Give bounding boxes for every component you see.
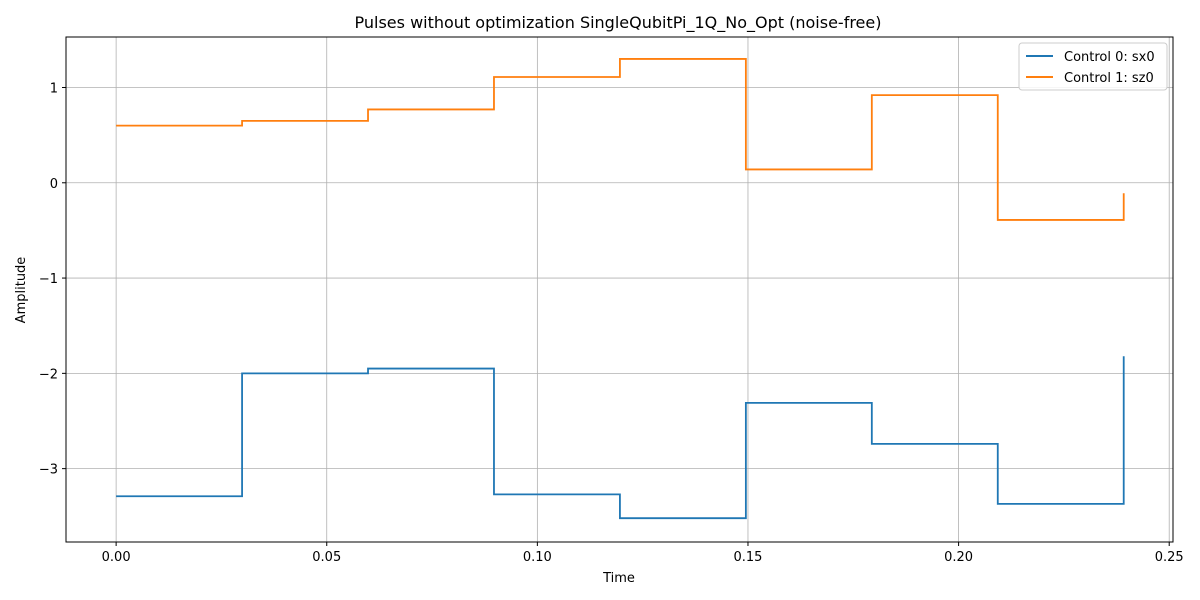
x-tick-label: 0.00 [102, 550, 131, 565]
y-tick-label: 0 [50, 177, 58, 192]
series-line-sx0 [116, 356, 1125, 520]
plot-frame [65, 36, 1174, 543]
axis-ticks: 0.00 0.05 0.10 0.15 0.20 0.25 1 0 −1 −2 −3 [39, 82, 1184, 566]
legend-label-sx0: Control 0: sx0 [1064, 50, 1155, 65]
y-axis-label: Amplitude [14, 257, 29, 324]
y-tick-label: 1 [50, 82, 58, 97]
x-tick-label: 0.10 [523, 550, 552, 565]
x-tick-label: 0.15 [733, 550, 762, 565]
y-tick-label: −2 [39, 367, 58, 382]
x-tick-label: 0.20 [944, 550, 973, 565]
grid-lines [66, 37, 1173, 542]
chart-title: Pulses without optimization SingleQubitP… [355, 13, 882, 33]
legend-box [1018, 42, 1168, 91]
x-tick-label: 0.25 [1155, 550, 1184, 565]
legend-label-sz0: Control 1: sz0 [1064, 71, 1154, 86]
x-tick-label: 0.05 [312, 550, 341, 565]
legend: Control 0: sx0 Control 1: sz0 [1018, 42, 1168, 91]
y-tick-label: −3 [39, 463, 58, 478]
y-tick-label: −1 [39, 272, 58, 287]
x-axis-label: Time [602, 571, 635, 586]
series-line-sz0 [116, 58, 1125, 221]
plot-series [116, 58, 1125, 520]
